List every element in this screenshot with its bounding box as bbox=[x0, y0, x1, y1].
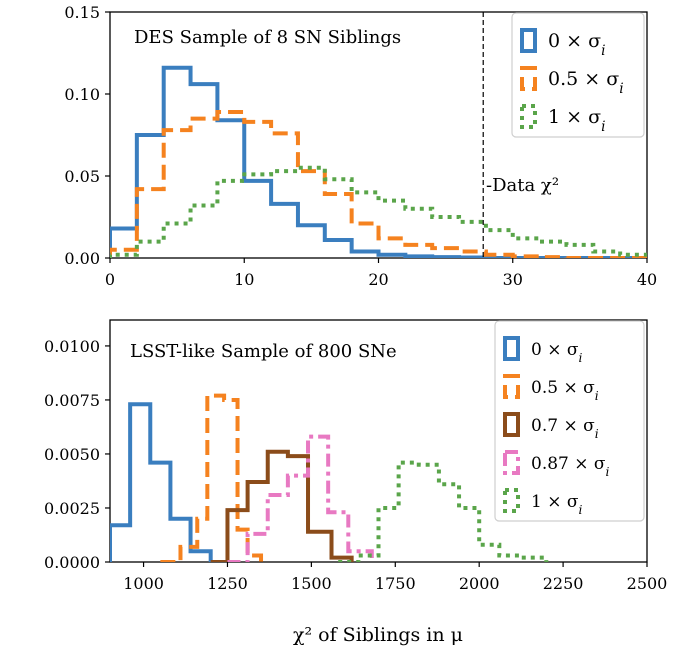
lsst-x-tick-label: 1000 bbox=[123, 574, 164, 593]
lsst-series bbox=[110, 393, 549, 562]
lsst-y-tick-label: 0.0050 bbox=[44, 445, 100, 464]
lsst-legend-box bbox=[494, 320, 645, 522]
lsst-y-tick-label: 0.0100 bbox=[44, 337, 100, 356]
des-x-tick-label: 30 bbox=[503, 270, 523, 289]
lsst-x-tick-label: 1750 bbox=[375, 574, 416, 593]
des-ticks: 0 10 20 30 40 0.00 0.05 0.10 0.15 bbox=[64, 3, 657, 289]
lsst-ticks: 1000 1250 1500 1750 2000 2250 2500 0.0000 0.0025… bbox=[44, 337, 667, 593]
lsst-x-axis-label: χ² of Siblings in μ bbox=[293, 624, 463, 646]
lsst-y-tick-label: 0.0025 bbox=[44, 499, 100, 518]
des-x-tick-label: 40 bbox=[637, 270, 657, 289]
des-series-1-i bbox=[110, 165, 647, 258]
des-y-tick-label: 0.00 bbox=[64, 249, 100, 268]
lsst-legend-handle-0-i bbox=[503, 336, 520, 361]
data-chi2-label: -Data χ² bbox=[486, 175, 559, 196]
lsst-y-tick-label: 0.0075 bbox=[44, 391, 100, 410]
lsst-x-tick-label: 2000 bbox=[459, 574, 500, 593]
lsst-series-0-87-i bbox=[227, 434, 374, 562]
des-legend: 0 × σi0.5 × σi1 × σi bbox=[511, 12, 645, 138]
lsst-chart: 1000 1250 1500 1750 2000 2250 2500 0.0000 0.0025… bbox=[44, 319, 667, 646]
lsst-series-0-7-i bbox=[210, 449, 354, 562]
lsst-legend-handle-1-i bbox=[503, 488, 520, 513]
des-x-tick-label: 20 bbox=[368, 270, 388, 289]
des-x-tick-label: 10 bbox=[234, 270, 254, 289]
lsst-axes-frame bbox=[109, 319, 648, 563]
des-legend-handle-0-i bbox=[520, 28, 537, 53]
des-chart-title: DES Sample of 8 SN Siblings bbox=[134, 27, 401, 48]
des-legend-handle-1-i bbox=[520, 104, 537, 129]
lsst-chart-title: LSST-like Sample of 800 SNe bbox=[130, 341, 397, 362]
lsst-x-tick-label: 1500 bbox=[291, 574, 332, 593]
des-x-tick-label: 0 bbox=[105, 270, 115, 289]
des-legend-handle-0-5-i bbox=[520, 66, 537, 91]
des-series-0-i bbox=[110, 65, 647, 258]
lsst-legend: 0 × σi0.5 × σi0.7 × σi0.87 × σi1 × σi bbox=[494, 320, 645, 522]
des-series-0-5-i bbox=[110, 110, 647, 258]
lsst-legend-handle-0-7-i bbox=[503, 412, 520, 437]
lsst-legend-handle-0-87-i bbox=[503, 450, 520, 475]
des-legend-box bbox=[511, 12, 645, 138]
des-y-tick-label: 0.15 bbox=[64, 3, 100, 22]
des-y-tick-label: 0.10 bbox=[64, 85, 100, 104]
lsst-x-tick-label: 1250 bbox=[207, 574, 248, 593]
des-series bbox=[110, 65, 647, 258]
lsst-x-tick-label: 2500 bbox=[627, 574, 668, 593]
lsst-legend-handle-0-5-i bbox=[503, 374, 520, 399]
lsst-x-tick-label: 2250 bbox=[543, 574, 584, 593]
des-chart: 0 10 20 30 40 0.00 0.05 0.10 0.15 -Data χ² DES S… bbox=[64, 3, 657, 289]
lsst-y-tick-label: 0.0000 bbox=[44, 553, 100, 572]
des-y-tick-label: 0.05 bbox=[64, 167, 100, 186]
lsst-series-0-i bbox=[110, 402, 213, 562]
